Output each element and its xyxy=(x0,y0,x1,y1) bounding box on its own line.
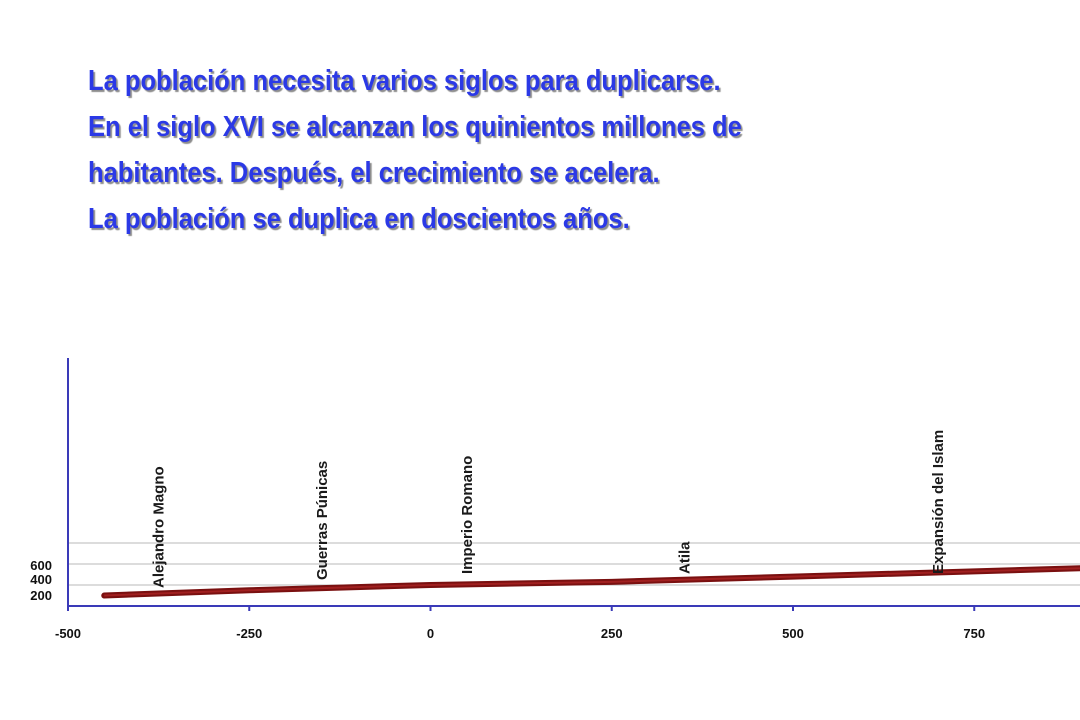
y-tick-label: 400 xyxy=(30,572,52,587)
x-tick-label: -500 xyxy=(55,626,81,641)
heading-line-3: habitantes. Después, el crecimiento se a… xyxy=(88,157,660,189)
axes xyxy=(67,358,1080,611)
x-tick-label: 250 xyxy=(601,626,623,641)
heading-line-2: En el siglo XVI se alcanzan los quinient… xyxy=(88,111,742,143)
y-tick-label: 600 xyxy=(30,558,52,573)
event-labels: Alejandro Magno Guerras Púnicas Imperio Ro… xyxy=(151,430,947,588)
event-label: Expansión del Islam xyxy=(930,430,947,574)
heading-line-4: La población se duplica en doscientos añ… xyxy=(88,203,630,235)
y-tick-label: 200 xyxy=(30,588,52,603)
event-label: Alejandro Magno xyxy=(151,466,168,588)
event-label: Atila xyxy=(676,541,693,574)
grid-lines xyxy=(68,542,1080,586)
x-tick-label: 500 xyxy=(782,626,804,641)
heading-line-1: La población necesita varios siglos para… xyxy=(88,65,721,97)
event-label: Guerras Púnicas xyxy=(314,461,331,580)
series-layer xyxy=(101,565,1080,599)
x-tick-label: 0 xyxy=(427,626,434,641)
heading: La población necesita varios siglos para… xyxy=(88,58,880,242)
x-tick-label: 750 xyxy=(963,626,985,641)
x-tick-label: -250 xyxy=(236,626,262,641)
event-label: Imperio Romano xyxy=(459,456,476,574)
population-curve-highlight xyxy=(104,567,1080,597)
tick-labels: -500-25002505007501.0001.2501.5002004006… xyxy=(30,558,985,641)
